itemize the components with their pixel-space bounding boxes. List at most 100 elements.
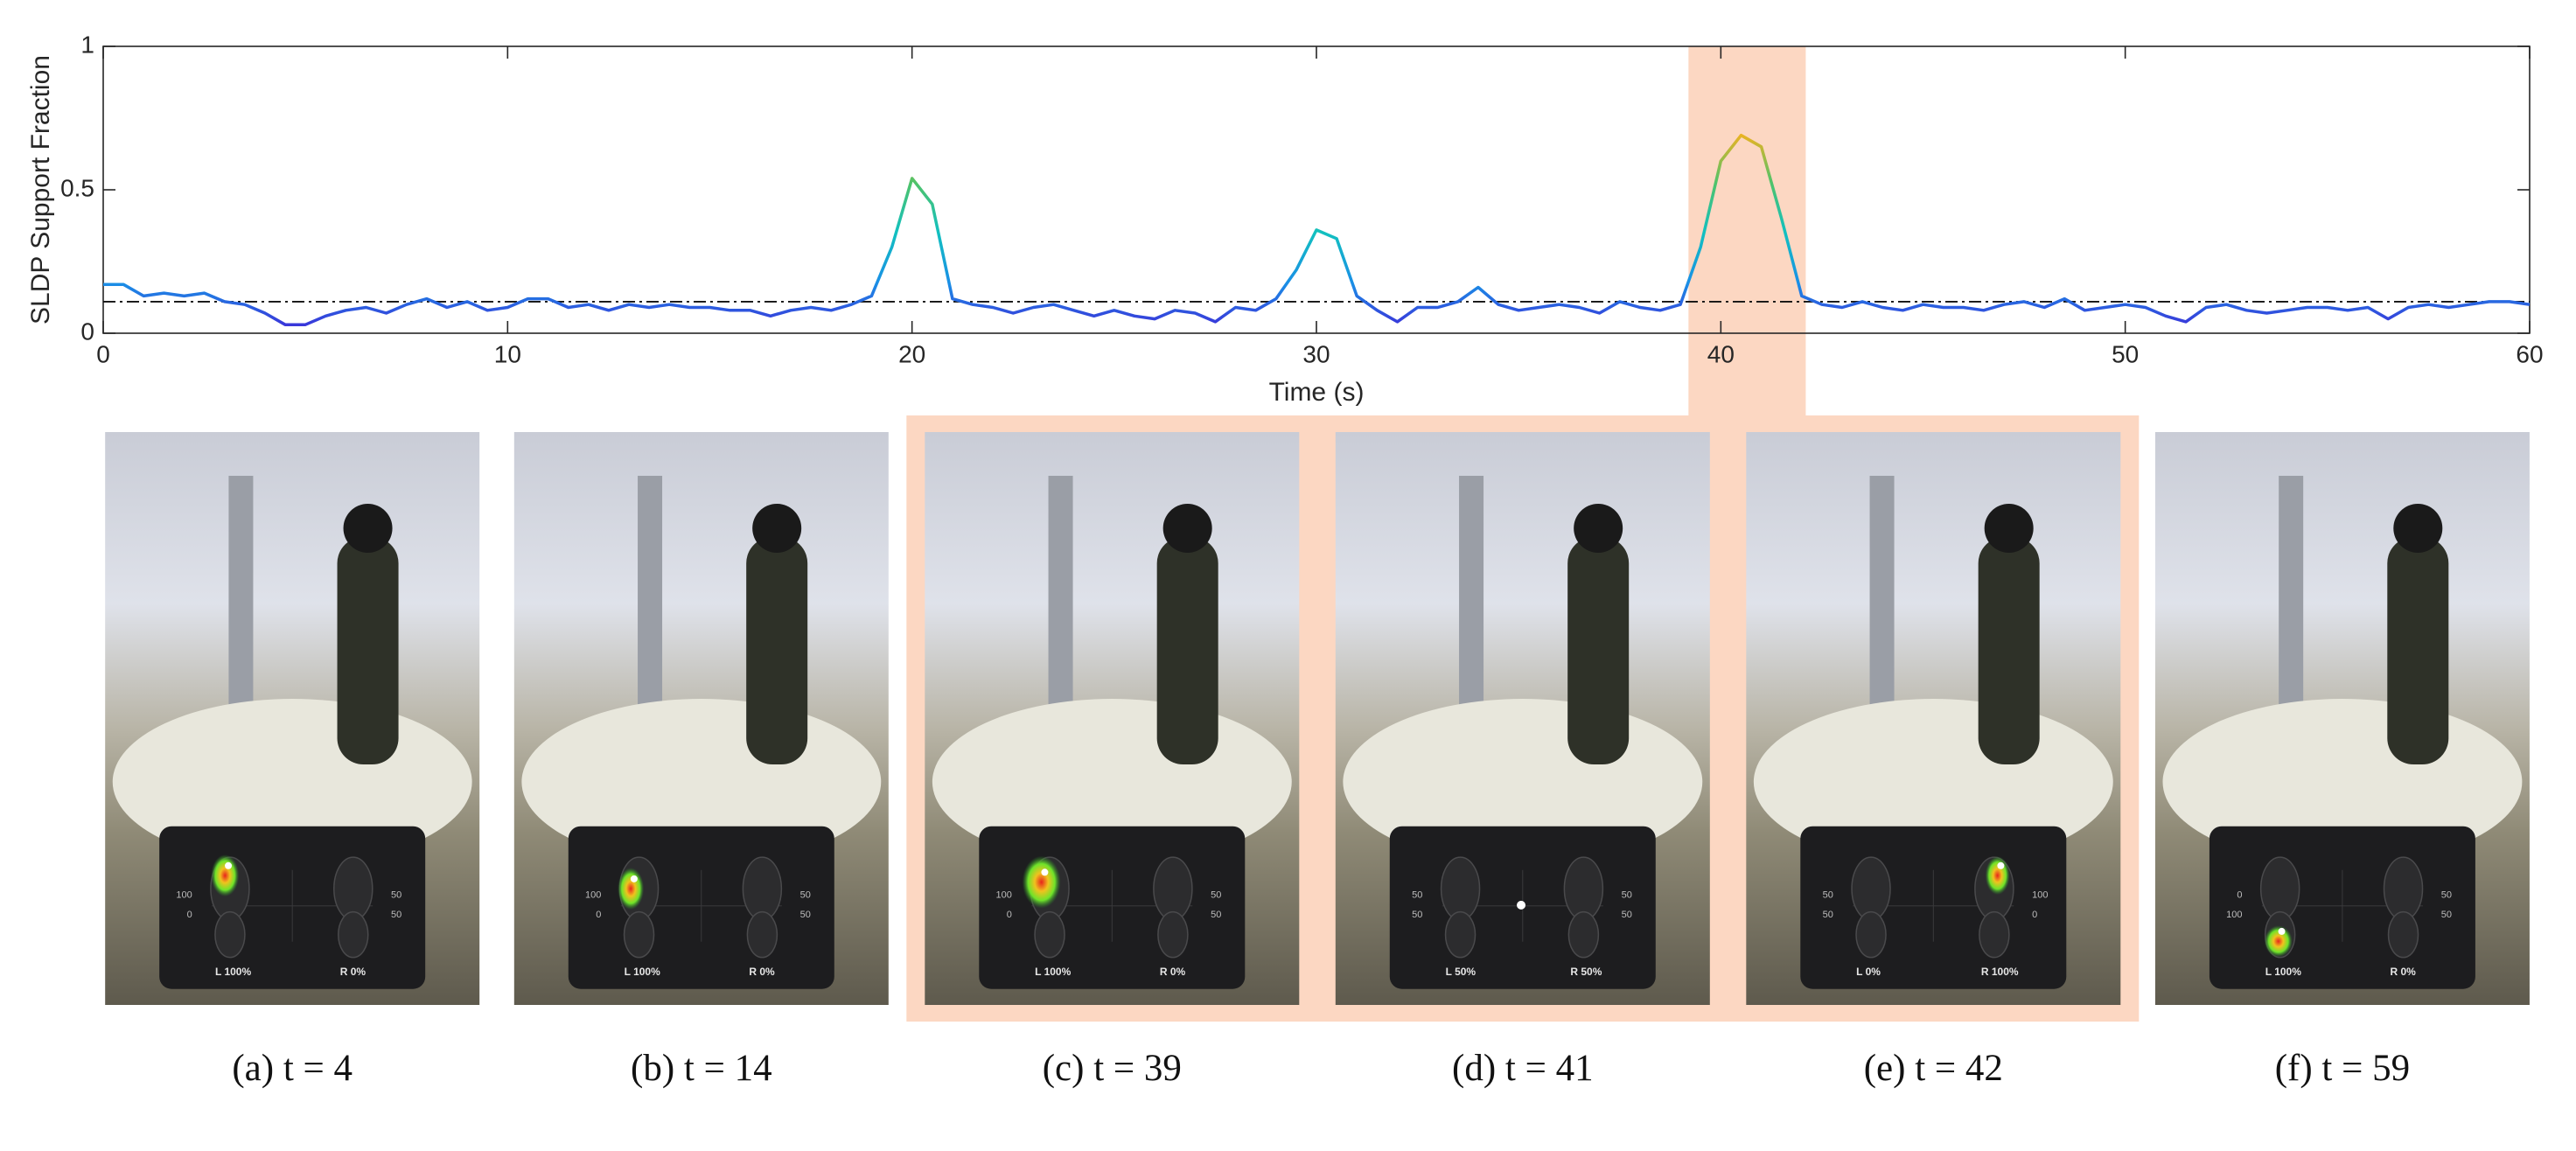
inset-tick: 100: [176, 890, 192, 901]
person: [2387, 537, 2449, 764]
x-tick-label: 20: [898, 340, 925, 367]
x-tick-label: 50: [2112, 340, 2139, 367]
inset-tick: 50: [800, 910, 811, 920]
inset-tick: 50: [1412, 910, 1422, 920]
inset-tick: 50: [1211, 890, 1221, 901]
panel-caption: (e) t = 42: [1864, 1048, 2003, 1089]
cop-dot: [630, 875, 638, 882]
inset-tick: 100: [2226, 910, 2242, 920]
inset-tick: 0: [1007, 910, 1012, 920]
person-head: [1162, 504, 1212, 553]
cop-dot: [1041, 868, 1049, 876]
inset-tick: 50: [1211, 910, 1221, 920]
pressure-blob: [211, 855, 240, 897]
cop-dot: [225, 862, 233, 869]
inset-reading: L 100%: [625, 966, 660, 978]
foot-outline: [2383, 856, 2424, 921]
photo-panel: 100 50 0 50 L 100% R 0% (c) t = 39: [925, 432, 1300, 1089]
foot-outline: [338, 910, 369, 959]
inset-reading: L 100%: [215, 966, 251, 978]
cop-dot: [1517, 900, 1526, 910]
photo-panel: 100 50 0 50 L 100% R 0% (b) t = 14: [513, 432, 889, 1089]
pressure-blob: [1985, 856, 2010, 896]
foot-outline: [2259, 856, 2300, 921]
foot-outline: [1855, 910, 1887, 959]
foot-outline: [2387, 910, 2419, 959]
foot-outline: [742, 856, 783, 921]
y-tick-label: 1: [80, 31, 94, 58]
photo-panel: 50 100 50 0 L 0% R 100% (e) t = 42: [1746, 432, 2121, 1089]
inset-tick: 0: [2032, 910, 2037, 920]
y-tick-label: 0.5: [60, 174, 94, 201]
panel-caption: (a) t = 4: [232, 1048, 353, 1089]
inset-reading: L 100%: [2265, 966, 2301, 978]
inset-reading: R 50%: [1570, 966, 1602, 978]
pressure-blob: [2264, 925, 2293, 958]
inset-tick: 100: [995, 890, 1011, 901]
panel-caption: (b) t = 14: [631, 1048, 772, 1089]
y-tick-label: 0: [80, 317, 94, 345]
inset-tick: 50: [2441, 910, 2452, 920]
person-head: [2393, 504, 2443, 553]
x-tick-label: 10: [494, 340, 521, 367]
foot-outline: [1444, 910, 1476, 959]
person: [1567, 537, 1630, 764]
inset-tick: 50: [1823, 910, 1833, 920]
inset-reading: R 0%: [340, 966, 367, 978]
person: [1156, 537, 1218, 764]
foot-outline: [1440, 856, 1481, 921]
person-head: [1574, 504, 1623, 553]
person: [1978, 537, 2040, 764]
foot-outline: [1034, 910, 1065, 959]
inset-reading: L 50%: [1446, 966, 1476, 978]
x-tick-label: 40: [1707, 340, 1735, 367]
inset-tick: 0: [2237, 890, 2242, 901]
inset-reading: R 0%: [2390, 966, 2416, 978]
foot-outline: [1563, 856, 1604, 921]
x-axis-label: Time (s): [1269, 378, 1365, 407]
inset-tick: 100: [585, 890, 601, 901]
foot-outline: [623, 910, 655, 959]
inset-tick: 0: [596, 910, 601, 920]
person: [337, 537, 399, 764]
foot-outline: [746, 910, 778, 959]
inset-tick: 100: [2032, 890, 2048, 901]
inset-tick: 50: [1622, 910, 1632, 920]
inset-reading: R 100%: [1981, 966, 2019, 978]
panel-caption: (d) t = 41: [1452, 1048, 1594, 1089]
inset-tick: 50: [800, 890, 811, 901]
foot-outline: [1979, 910, 2010, 959]
inset-reading: L 0%: [1856, 966, 1881, 978]
y-axis-label: SLDP Support Fraction: [26, 55, 55, 324]
panel-caption: (c) t = 39: [1043, 1048, 1182, 1089]
inset-tick: 50: [1412, 890, 1422, 901]
cop-dot: [1997, 862, 2005, 869]
inset-tick: 50: [391, 910, 401, 920]
inset-reading: L 100%: [1035, 966, 1071, 978]
foot-outline: [1153, 856, 1193, 921]
photo-panel: 100 50 0 50 L 100% R 0% (a) t = 4: [105, 432, 480, 1089]
x-tick-label: 30: [1302, 340, 1330, 367]
foot-outline: [1567, 910, 1600, 959]
pressure-blob: [618, 868, 645, 910]
inset-tick: 50: [2441, 890, 2452, 901]
data-line: [103, 133, 2531, 326]
foot-outline: [214, 910, 246, 959]
cop-dot: [2278, 927, 2286, 935]
x-tick-label: 0: [96, 340, 110, 367]
inset-reading: R 0%: [749, 966, 775, 978]
person: [746, 537, 808, 764]
person-head: [343, 504, 393, 553]
panel-caption: (f) t = 59: [2275, 1048, 2410, 1089]
photo-panel: 0 50 100 50 L 100% R 0% (f) t = 59: [2154, 432, 2530, 1089]
pressure-blob: [1022, 855, 1061, 909]
inset-tick: 50: [1823, 890, 1833, 901]
x-tick-label: 60: [2516, 340, 2543, 367]
person-head: [752, 504, 802, 553]
inset-tick: 50: [1622, 890, 1632, 901]
inset-reading: R 0%: [1160, 966, 1186, 978]
highlight-band: [1688, 46, 1806, 416]
foot-outline: [333, 856, 373, 921]
